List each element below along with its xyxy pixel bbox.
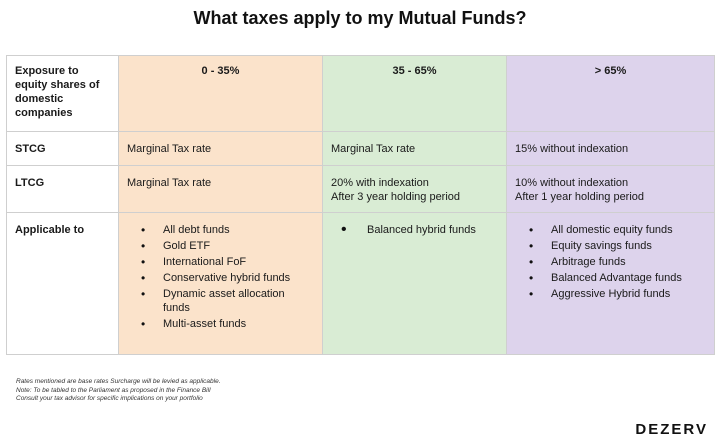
list-item: Multi-asset funds [127, 317, 314, 331]
table-row-stcg: STCG Marginal Tax rate Marginal Tax rate… [6, 131, 715, 166]
list-item: Aggressive Hybrid funds [515, 287, 706, 301]
ltcg-high: 10% without indexation After 1 year hold… [506, 165, 715, 213]
brand-logo: DEZERV [635, 421, 708, 438]
list-item: Arbitrage funds [515, 255, 706, 269]
list-item: All domestic equity funds [515, 223, 706, 237]
column-header-low: 0 - 35% [118, 55, 323, 132]
stcg-label: STCG [6, 131, 119, 166]
applicable-label: Applicable to [6, 212, 119, 355]
list-item: Dynamic asset allocation funds [127, 287, 314, 315]
list-item: Conservative hybrid funds [127, 271, 314, 285]
ltcg-mid-line-2: After 3 year holding period [331, 191, 461, 203]
stcg-mid: Marginal Tax rate [322, 131, 507, 166]
ltcg-high-line-1: 10% without indexation [515, 177, 629, 189]
ltcg-low-line: Marginal Tax rate [127, 177, 212, 189]
footnote-line: Note: To be tabled to the Parliament as … [16, 386, 211, 394]
fund-list-low: All debt funds Gold ETF International Fo… [127, 223, 314, 331]
column-header-high: > 65% [506, 55, 715, 132]
page-title: What taxes apply to my Mutual Funds? [193, 8, 527, 28]
applicable-mid: Balanced hybrid funds [322, 212, 507, 355]
tax-table: Exposure to equity shares of domestic co… [6, 55, 715, 355]
ltcg-mid: 20% with indexation After 3 year holding… [322, 165, 507, 213]
fund-list-high: All domestic equity funds Equity savings… [515, 223, 706, 301]
fund-list-mid: Balanced hybrid funds [331, 223, 498, 237]
list-item: All debt funds [127, 223, 314, 237]
ltcg-mid-line-1: 20% with indexation [331, 177, 429, 189]
table-row-ltcg: LTCG Marginal Tax rate 20% with indexati… [6, 165, 715, 213]
list-item: Gold ETF [127, 239, 314, 253]
footnotes: Rates mentioned are base rates Surcharge… [16, 378, 221, 404]
table-row-header: Exposure to equity shares of domestic co… [6, 55, 715, 132]
list-item: Balanced Advantage funds [515, 271, 706, 285]
applicable-high: All domestic equity funds Equity savings… [506, 212, 715, 355]
column-header-mid: 35 - 65% [322, 55, 507, 132]
list-item: Equity savings funds [515, 239, 706, 253]
footnote-line: Consult your tax advisor for specific im… [16, 395, 203, 402]
applicable-low: All debt funds Gold ETF International Fo… [118, 212, 323, 355]
ltcg-low: Marginal Tax rate [118, 165, 323, 213]
table-row-applicable: Applicable to All debt funds Gold ETF In… [6, 212, 715, 355]
list-item: Balanced hybrid funds [331, 223, 498, 237]
exposure-label: Exposure to equity shares of domestic co… [6, 55, 119, 132]
stcg-low: Marginal Tax rate [118, 131, 323, 166]
stcg-high: 15% without indexation [506, 131, 715, 166]
list-item: International FoF [127, 255, 314, 269]
ltcg-high-line-2: After 1 year holding period [515, 191, 645, 203]
footnote-line: Rates mentioned are base rates Surcharge… [16, 378, 221, 385]
ltcg-label: LTCG [6, 165, 119, 213]
